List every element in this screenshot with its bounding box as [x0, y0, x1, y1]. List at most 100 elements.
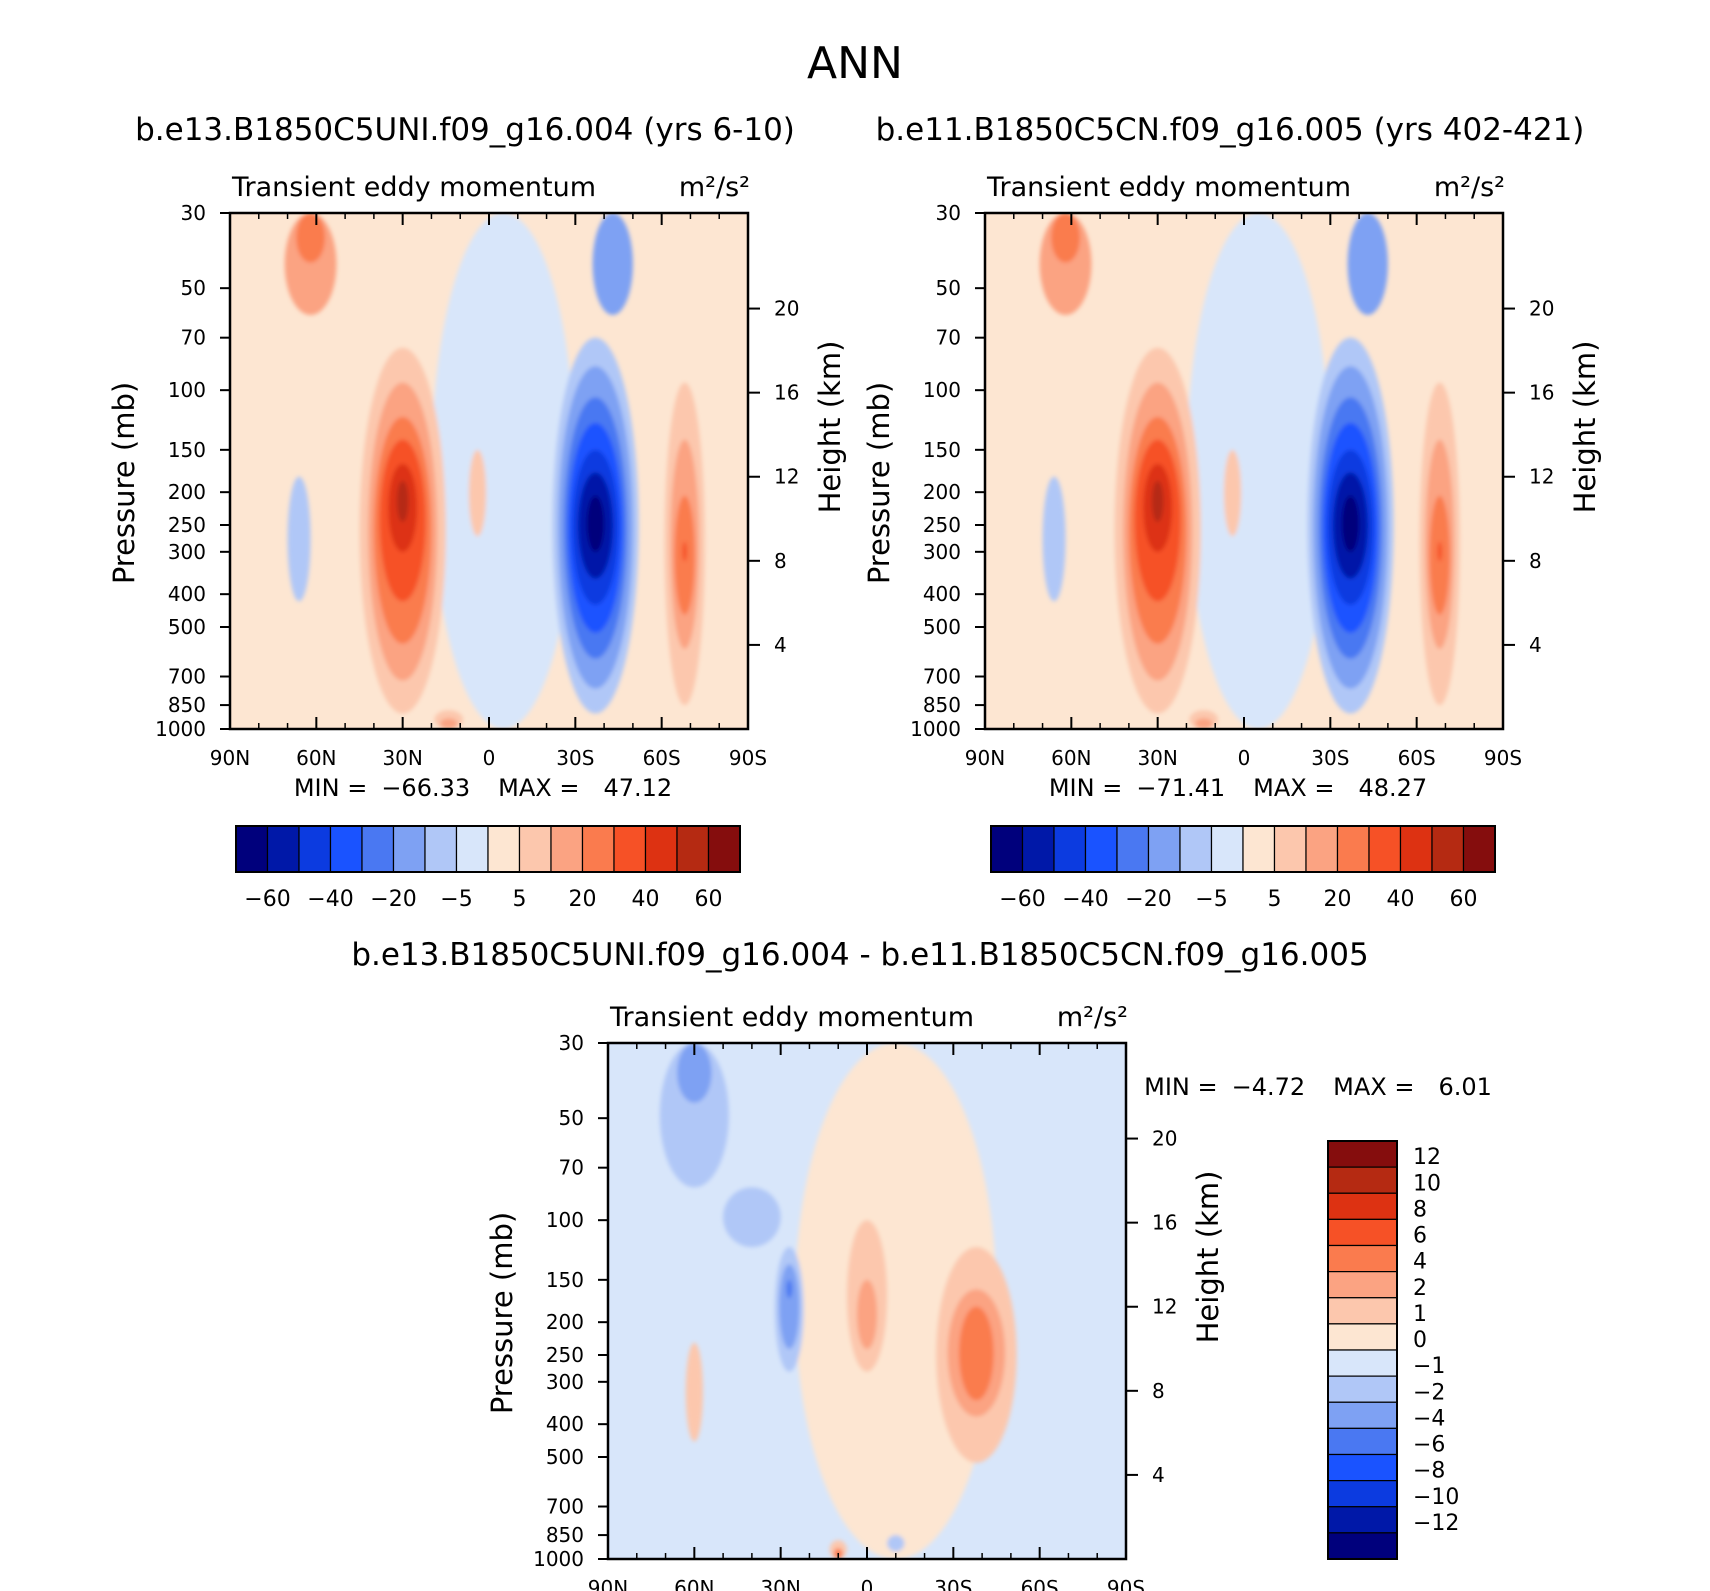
colorbar-swatch: [1116, 825, 1150, 873]
contour-region: [1186, 213, 1331, 729]
contour-region: [287, 476, 311, 602]
colorbar-label: −8: [1413, 1459, 1445, 1484]
colorbar-label: 0: [1413, 1328, 1427, 1353]
colorbar-label: 2: [1413, 1276, 1427, 1301]
left-case-title: b.e13.B1850C5UNI.f09_g16.004 (yrs 6-10): [135, 112, 795, 148]
colorbar-swatch: [1327, 1244, 1398, 1273]
contour-region: [677, 1043, 712, 1103]
min-max-label: MIN = −4.72 MAX = 6.01: [1144, 1073, 1492, 1101]
y-tick-label: 500: [923, 615, 961, 639]
contour-region: [1341, 495, 1360, 552]
y-tick-label: 50: [181, 276, 206, 300]
contour-region: [887, 1535, 905, 1552]
colorbar-swatch: [1179, 825, 1213, 873]
x-tick-label: 90S: [729, 746, 767, 770]
colorbar-label: 1: [1413, 1302, 1427, 1327]
colorbar-swatch: [644, 825, 678, 873]
y-tick-label: 850: [923, 693, 961, 717]
colorbar-label: −40: [1062, 887, 1108, 912]
colorbar-swatch: [455, 825, 489, 873]
x-tick-label: 30N: [382, 746, 422, 770]
y2-tick-label: 12: [774, 465, 799, 489]
x-tick-label: 60S: [1021, 1576, 1059, 1591]
colorbar-swatch: [1462, 825, 1496, 873]
colorbar-label: −5: [440, 887, 472, 912]
contour-region: [296, 213, 325, 263]
x-tick-label: 60S: [643, 746, 681, 770]
y-tick-label: 850: [546, 1523, 584, 1547]
x-tick-label: 90S: [1484, 746, 1522, 770]
colorbar-swatch: [518, 825, 552, 873]
y-tick-label: 400: [546, 1412, 584, 1436]
colorbar-swatch: [1431, 825, 1465, 873]
y-tick-label: 30: [181, 201, 206, 225]
contour-region: [779, 1264, 800, 1349]
colorbar-swatch: [1147, 825, 1181, 873]
contour-region: [592, 213, 633, 315]
contour-region: [1042, 476, 1066, 602]
colorbar-swatch: [1305, 825, 1339, 873]
min-max-label: MIN = −71.41 MAX = 48.27: [1049, 774, 1427, 802]
x-tick-label: 30S: [556, 746, 594, 770]
colorbar-swatch: [990, 825, 1024, 873]
x-tick-label: 30N: [1137, 746, 1177, 770]
stat-min-label: MIN =: [1144, 1073, 1217, 1101]
colorbar-swatch: [676, 825, 710, 873]
y2-tick-label: 4: [1152, 1463, 1165, 1487]
left-panel: 90N 60N 30N 0 30S 60S 90S 30 50 70 100 150 200 250 300…: [107, 172, 847, 912]
colorbar-swatch: [1210, 825, 1244, 873]
colorbar-swatch: [1084, 825, 1118, 873]
colorbar-swatch: [1327, 1349, 1398, 1377]
y-tick-label: 700: [923, 665, 961, 689]
variable-title: Transient eddy momentum: [986, 172, 1351, 203]
colorbar-swatch: [1327, 1453, 1398, 1482]
y-tick-label: 50: [936, 276, 961, 300]
colorbar-swatch: [1327, 1271, 1398, 1299]
colorbar-swatch: [1327, 1427, 1398, 1456]
y2-axis-label: Height (km): [1191, 1171, 1225, 1344]
y2-tick-label: 20: [1529, 297, 1554, 321]
y2-tick-label: 8: [1529, 549, 1542, 573]
x-tick-label: 90S: [1107, 1576, 1145, 1591]
y2-tick-label: 8: [1152, 1379, 1165, 1403]
colorbar-swatch: [1327, 1506, 1398, 1534]
colorbar-label: 40: [1387, 887, 1415, 912]
y2-tick-label: 16: [1529, 381, 1554, 405]
colorbar-swatch: [581, 825, 615, 873]
difference-panel: 90N 60N 30N 0 30S 60S 90S305070100150200250300…: [485, 1002, 1492, 1591]
y-tick-label: 250: [168, 513, 206, 537]
y-axis-label: Pressure (mb): [862, 382, 896, 584]
y-tick-label: 100: [923, 378, 961, 402]
colorbar-swatch: [266, 825, 300, 873]
variable-title: Transient eddy momentum: [231, 172, 596, 203]
colorbar-label: 40: [632, 887, 660, 912]
x-tick-label: 60N: [674, 1576, 714, 1591]
y-tick-label: 70: [936, 326, 961, 350]
contour-region: [1437, 541, 1442, 562]
colorbar: −60 −40 −20 −5 5 20 40 60: [235, 825, 741, 912]
contour-region: [786, 1279, 793, 1299]
colorbar-label: 20: [1324, 887, 1352, 912]
colorbar-frame: [1327, 1140, 1398, 1560]
y2-axis-label: Height (km): [1568, 341, 1602, 514]
colorbar-label: 10: [1413, 1171, 1441, 1196]
contour-region: [682, 541, 687, 562]
min-max-label: MIN = −66.33 MAX = 47.12: [294, 774, 672, 802]
page-title: ANN: [807, 38, 903, 89]
colorbar-swatch: [1053, 825, 1087, 873]
y-tick-label: 300: [168, 540, 206, 564]
colorbar-swatch: [487, 825, 521, 873]
y2-axis-label: Height (km): [813, 341, 847, 514]
colorbar-swatch: [1327, 1480, 1398, 1508]
colorbar-swatch: [1327, 1401, 1398, 1429]
colorbar-label: 8: [1413, 1197, 1427, 1222]
contour-fill-group: [1039, 213, 1503, 729]
contour-region: [1151, 480, 1164, 523]
units-label: m²/s²: [679, 172, 750, 203]
x-tick-label: 90N: [210, 746, 250, 770]
y2-tick-label: 16: [774, 381, 799, 405]
colorbar-label: −10: [1413, 1485, 1459, 1510]
stat-max-label: MAX =: [1253, 774, 1334, 802]
variable-title: Transient eddy momentum: [609, 1002, 974, 1033]
colorbar-label: 5: [1268, 887, 1282, 912]
